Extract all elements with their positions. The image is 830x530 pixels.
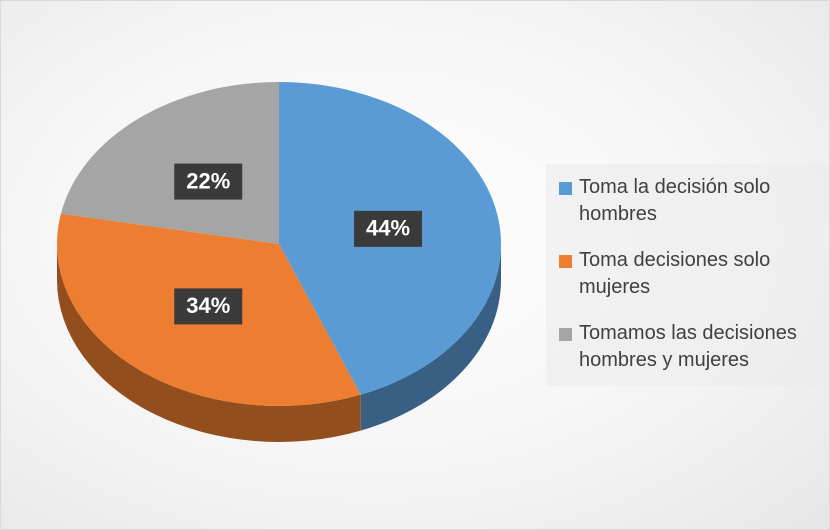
legend: Toma la decisión solo hombres Toma decisi… [546, 164, 828, 386]
legend-label: Toma decisiones solo mujeres [579, 249, 771, 298]
legend-entry: Toma decisiones solo mujeres [559, 247, 824, 301]
data-label-box [174, 288, 243, 325]
data-label-box [174, 163, 243, 200]
data-label-box [354, 210, 423, 247]
data-label: 34% [186, 293, 230, 318]
legend-swatch [559, 182, 572, 195]
legend-label: Tomamos las decisiones hombres y mujeres [579, 322, 797, 371]
legend-swatch [559, 255, 572, 268]
slice-side [360, 244, 501, 431]
legend-entry: Tomamos las decisiones hombres y mujeres [559, 320, 824, 374]
data-label: 22% [186, 168, 230, 193]
legend-label: Toma la decisión solo hombres [579, 176, 771, 225]
slice-side [57, 244, 361, 442]
slice [60, 82, 279, 244]
legend-swatch [559, 328, 572, 341]
legend-entry: Toma la decisión solo hombres [559, 174, 824, 228]
data-label: 44% [366, 216, 410, 241]
